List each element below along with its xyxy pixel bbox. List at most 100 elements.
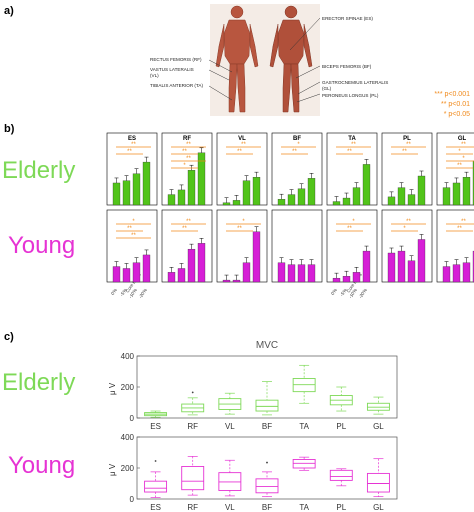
outlier-point: [154, 460, 157, 462]
panel-label-c: c): [4, 331, 14, 343]
bar-panel-elderly-gl: GL******: [436, 132, 474, 206]
legend-p01: ** p<0.01: [441, 101, 470, 108]
bar: [232, 279, 241, 283]
back-figure: [269, 5, 313, 113]
bar: [462, 177, 471, 206]
bar: [332, 277, 341, 283]
bar: [132, 173, 141, 206]
label-vl2: (VL): [150, 73, 159, 78]
bar-panels: ES****RF*******VL****BF***TA****PL****GL…: [106, 132, 474, 283]
bar: [442, 266, 451, 283]
box-ta: TA: [292, 364, 316, 431]
condition-tick-label: 0%: [110, 288, 118, 296]
bar: [252, 231, 261, 283]
bar: [397, 187, 406, 206]
bar: [462, 262, 471, 283]
panel-frame: [216, 132, 268, 206]
category-label: ES: [150, 422, 161, 431]
bar-panel-elderly-es: ES****: [106, 132, 158, 206]
bar: [167, 272, 176, 283]
bar: [397, 250, 406, 283]
bar: [362, 250, 371, 283]
muscle-title: RF: [183, 136, 191, 142]
category-label: BF: [262, 503, 272, 512]
box-es: ES: [144, 460, 168, 512]
bar: [442, 187, 451, 206]
box-bf: BF: [255, 381, 279, 431]
y-tick-label: 400: [121, 433, 135, 442]
significance-mark: **: [186, 156, 191, 162]
box-rf: RF: [181, 391, 205, 431]
panel-label-b: b): [4, 123, 15, 135]
boxplot-young: 0 200 400 μ V ES RF VL BF TA PL GL: [108, 433, 398, 512]
anatomy-illustration: ERECTOR SPINAE (ES) RECTUS FEMORIS (RF) …: [150, 4, 388, 116]
panel-frame: [436, 132, 474, 206]
bar: [332, 201, 341, 206]
panel-frame: [381, 132, 433, 206]
bar: [452, 182, 461, 206]
bar-panel-elderly-rf: RF*******: [161, 132, 213, 206]
category-label: PL: [336, 422, 346, 431]
box-vl: VL: [218, 392, 242, 431]
bar: [197, 152, 206, 206]
significance-mark: **: [127, 226, 132, 232]
significance-mark: **: [186, 142, 191, 148]
significance-mark: *: [458, 149, 461, 155]
muscle-title: PL: [403, 136, 411, 142]
bar: [177, 189, 186, 206]
box-pl: PL: [329, 386, 353, 431]
bar-panel-elderly-pl: PL****: [381, 132, 433, 206]
box-iqr: [329, 469, 353, 481]
box-ta: TA: [292, 456, 316, 512]
bar-panel-young-bf: [271, 209, 323, 283]
front-figure: [215, 5, 259, 113]
significance-mark: **: [461, 219, 466, 225]
significance-mark: **: [292, 149, 297, 155]
category-label: TA: [299, 422, 309, 431]
label-ta: TIBIALIS ANTERIOR (TA): [150, 83, 203, 88]
young-label-b: Young: [8, 232, 75, 259]
y-tick-label: 0: [130, 495, 135, 504]
box-gl: GL: [366, 396, 390, 431]
box-es: ES: [144, 410, 168, 431]
panel-frame: [216, 209, 268, 283]
bar-panel-young-vl: ***: [216, 209, 268, 283]
plot-frame: [136, 436, 398, 500]
bar: [232, 200, 241, 206]
condition-tick-label: -20%: [138, 288, 148, 299]
box-iqr: [255, 399, 279, 412]
legend-p001: *** p<0.001: [434, 91, 470, 98]
young-label-c: Young: [8, 452, 75, 479]
muscle-title: ES: [128, 136, 136, 142]
bar-panel-young-gl: ****: [436, 209, 474, 283]
category-label: BF: [262, 422, 272, 431]
significance-mark: *: [297, 142, 300, 148]
outlier-point: [191, 391, 194, 394]
bar: [277, 262, 286, 283]
condition-tick-label: 0%: [330, 288, 338, 296]
category-label: PL: [336, 503, 346, 512]
bar: [352, 187, 361, 206]
significance-mark: **: [347, 226, 352, 232]
significance-mark: **: [461, 142, 466, 148]
muscle-title: TA: [348, 136, 356, 142]
significance-mark: **: [131, 142, 136, 148]
category-label: VL: [225, 422, 235, 431]
panel-frame: [161, 209, 213, 283]
bar: [297, 264, 306, 283]
significance-mark: **: [457, 226, 462, 232]
bar: [407, 260, 416, 283]
significance-mark: **: [131, 233, 136, 239]
bar: [187, 248, 196, 283]
category-label: RF: [187, 503, 198, 512]
y-tick-label: 0: [130, 414, 135, 423]
panel-frame: [271, 209, 323, 283]
significance-mark: **: [127, 149, 132, 155]
significance-mark: **: [237, 226, 242, 232]
bar-panel-elderly-ta: TA****: [326, 132, 378, 206]
legend-p05: * p<0.05: [444, 111, 470, 118]
condition-labels: 0% -5% -10% -20% 0% -5% -10% -20%: [110, 288, 368, 299]
label-pl: PERONEUS LONGUS (PL): [322, 93, 379, 98]
significance-mark: *: [462, 156, 465, 162]
box-iqr: [181, 466, 205, 491]
